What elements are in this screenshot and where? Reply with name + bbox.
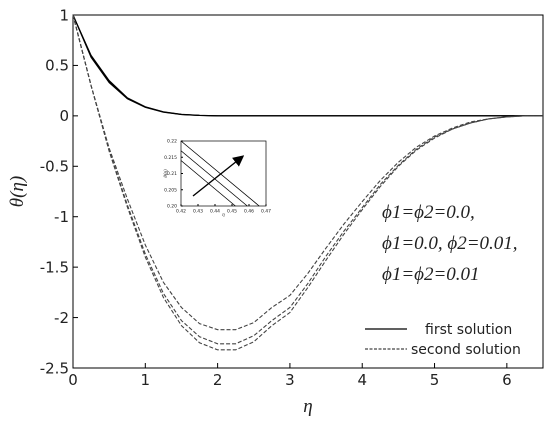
y-tick-label: 0.21 — [167, 171, 177, 177]
y-tick-label: 0.205 — [164, 187, 177, 193]
y-tick-label: -0.5 — [40, 158, 69, 176]
y-tick-label: -2.5 — [40, 359, 69, 377]
y-tick-label: 0 — [59, 107, 69, 125]
x-tick-label: 0.43 — [193, 209, 203, 215]
legend-label: first solution — [425, 322, 512, 338]
y-axis-label: θ(η) — [7, 176, 28, 207]
solid-line — [72, 14, 543, 117]
y-tick-label: 0.5 — [45, 57, 69, 75]
y-tick-label: 1 — [59, 6, 69, 24]
solid-line — [180, 140, 260, 207]
x-axis-label: η — [222, 213, 225, 218]
y-tick-label: 0.22 — [167, 139, 177, 145]
dashed-line — [72, 14, 543, 345]
x-tick-label: 4 — [357, 371, 367, 389]
annotation: ϕ1=ϕ2=0.01 — [382, 264, 480, 285]
plot-frame — [72, 14, 544, 369]
x-tick-label: 0 — [68, 371, 78, 389]
y-tick-label: -2 — [54, 309, 69, 327]
x-tick-label: 0.47 — [261, 209, 271, 215]
y-tick-label: 0.20 — [167, 204, 177, 210]
y-tick-label: -1 — [54, 208, 69, 226]
dashed-line — [72, 14, 543, 331]
x-tick-label: 2 — [213, 371, 223, 389]
y-axis-label: θ(η) — [164, 169, 169, 178]
x-tick-label: 0.44 — [210, 209, 220, 215]
x-tick-label: 3 — [285, 371, 295, 389]
x-tick-label: 0.42 — [176, 209, 186, 215]
x-tick-label: 0.45 — [227, 209, 237, 215]
x-tick-label: 6 — [502, 371, 512, 389]
annotation: ϕ1=0.0, ϕ2=0.01, — [382, 233, 518, 254]
x-axis-label: η — [303, 396, 312, 417]
x-tick-label: 1 — [141, 371, 151, 389]
x-tick-label: 0.46 — [244, 209, 254, 215]
y-tick-label: -1.5 — [40, 258, 69, 276]
x-tick-label: 5 — [430, 371, 440, 389]
inset-arrow — [192, 155, 245, 197]
annotation: ϕ1=ϕ2=0.0, — [382, 202, 475, 223]
y-tick-label: 0.215 — [164, 155, 177, 161]
legend-label: second solution — [411, 342, 521, 358]
